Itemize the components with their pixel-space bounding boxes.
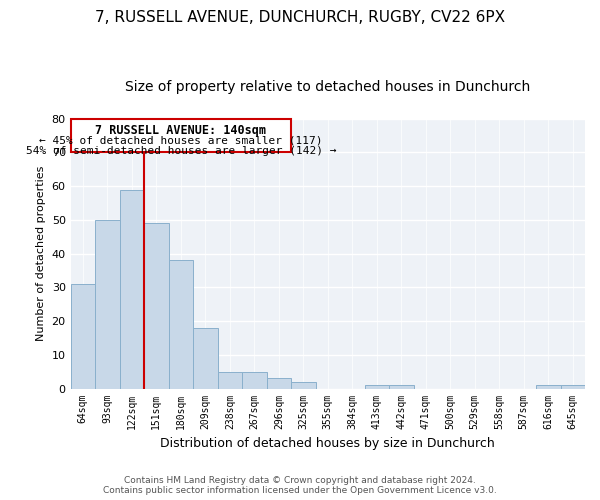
Bar: [119, 190, 144, 388]
Title: Size of property relative to detached houses in Dunchurch: Size of property relative to detached ho…: [125, 80, 530, 94]
Text: 54% of semi-detached houses are larger (142) →: 54% of semi-detached houses are larger (…: [26, 146, 336, 156]
Bar: [560, 385, 585, 388]
Text: 7, RUSSELL AVENUE, DUNCHURCH, RUGBY, CV22 6PX: 7, RUSSELL AVENUE, DUNCHURCH, RUGBY, CV2…: [95, 10, 505, 25]
Bar: [389, 385, 413, 388]
Bar: [218, 372, 242, 388]
Bar: [144, 224, 169, 388]
Text: ← 45% of detached houses are smaller (117): ← 45% of detached houses are smaller (11…: [39, 136, 323, 145]
Bar: [266, 378, 291, 388]
FancyBboxPatch shape: [71, 119, 291, 152]
Bar: [536, 385, 560, 388]
Bar: [242, 372, 266, 388]
Bar: [95, 220, 119, 388]
Bar: [365, 385, 389, 388]
Bar: [71, 284, 95, 389]
Bar: [291, 382, 316, 388]
Y-axis label: Number of detached properties: Number of detached properties: [36, 166, 46, 342]
Bar: [193, 328, 218, 388]
Text: 7 RUSSELL AVENUE: 140sqm: 7 RUSSELL AVENUE: 140sqm: [95, 124, 266, 137]
Text: Contains HM Land Registry data © Crown copyright and database right 2024.
Contai: Contains HM Land Registry data © Crown c…: [103, 476, 497, 495]
X-axis label: Distribution of detached houses by size in Dunchurch: Distribution of detached houses by size …: [160, 437, 495, 450]
Bar: [169, 260, 193, 388]
